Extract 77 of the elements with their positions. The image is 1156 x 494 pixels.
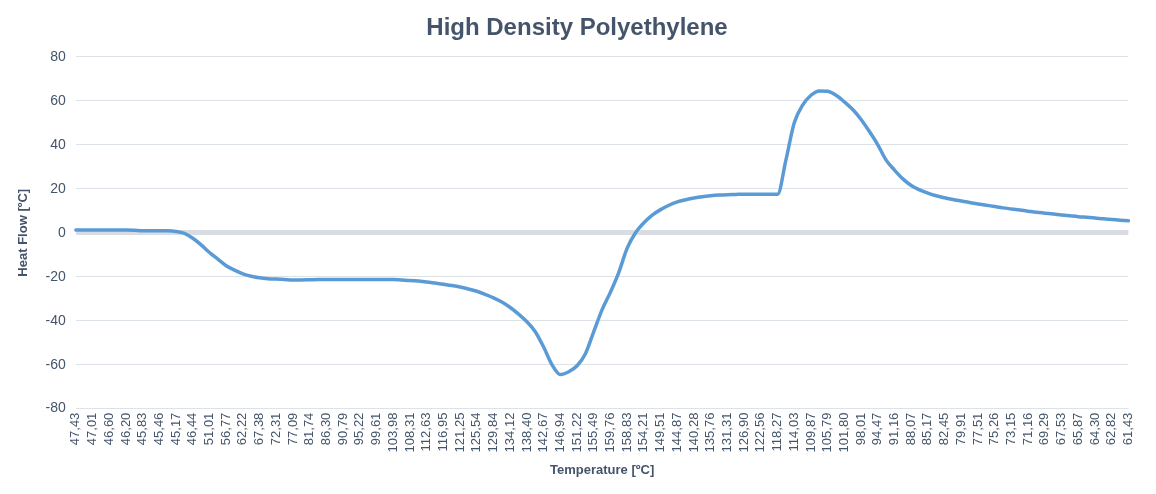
- x-tick-label: 159,76: [602, 412, 618, 453]
- x-tick-label: 81,74: [301, 412, 317, 446]
- x-tick-label: 151,22: [568, 412, 584, 453]
- y-tick-label: -20: [45, 267, 67, 284]
- x-tick-label: 47,01: [84, 412, 100, 446]
- x-tick-label: 118,27: [769, 412, 785, 452]
- y-tick-label: 40: [50, 135, 67, 152]
- x-tick-label: 46,44: [184, 412, 200, 446]
- x-tick-label: 140,28: [685, 412, 701, 453]
- x-tick-label: 45,17: [167, 412, 183, 446]
- x-tick-label: 101,80: [835, 412, 851, 453]
- y-axis-title: Heat Flow [ºC]: [15, 188, 31, 277]
- x-tick-label: 65,87: [1069, 412, 1085, 446]
- x-tick-label: 85,17: [919, 412, 935, 446]
- x-tick-label: 103,98: [384, 412, 400, 453]
- x-tick-label: 51,01: [201, 412, 217, 446]
- x-tick-label: 86,30: [318, 412, 334, 446]
- x-tick-label: 46,20: [117, 412, 133, 446]
- x-tick-label: 46,60: [100, 412, 116, 446]
- x-tick-label: 72,31: [267, 412, 283, 446]
- x-tick-label: 105,79: [819, 412, 835, 453]
- chart-title: High Density Polyethylene: [426, 13, 728, 41]
- x-tick-label: 126,90: [735, 412, 751, 453]
- y-tick-label: 60: [50, 91, 67, 108]
- x-tick-label: 149,51: [652, 412, 668, 453]
- x-tick-label: 67,53: [1053, 412, 1069, 446]
- y-tick-label: -40: [45, 311, 67, 328]
- x-tick-label: 99,61: [368, 412, 384, 446]
- x-tick-label: 69,29: [1036, 412, 1052, 446]
- x-tick-label: 90,79: [334, 412, 350, 446]
- x-tick-label: 114,03: [785, 412, 801, 452]
- x-tick-label: 77,09: [284, 412, 300, 446]
- x-tick-label: 155,49: [585, 412, 601, 453]
- x-tick-label: 73,15: [1003, 412, 1019, 446]
- x-tick-label: 56,77: [217, 412, 233, 446]
- y-tick-label: 80: [50, 47, 67, 64]
- x-tick-label: 95,22: [351, 412, 367, 446]
- x-tick-label: 82,45: [936, 412, 952, 446]
- x-tick-label: 77,51: [969, 412, 985, 446]
- x-tick-label: 121,25: [451, 412, 467, 453]
- x-tick-label: 131,31: [719, 412, 734, 453]
- x-tick-label: 75,26: [986, 412, 1002, 446]
- x-tick-label: 135,76: [702, 412, 718, 453]
- x-axis-title: Temperature [ºC]: [550, 461, 655, 477]
- x-tick-label: 62,22: [234, 412, 250, 446]
- x-tick-label: 61,43: [1119, 412, 1135, 446]
- x-tick-label: 71,16: [1019, 412, 1035, 446]
- x-tick-label: 45,83: [134, 412, 150, 446]
- x-tick-label: 88,07: [902, 412, 918, 446]
- x-tick-label: 125,54: [468, 412, 484, 453]
- x-tick-label: 64,30: [1086, 412, 1102, 446]
- x-tick-label: 146,94: [551, 412, 567, 453]
- x-tick-label: 134,12: [501, 412, 517, 453]
- x-tick-label: 116,95: [434, 412, 450, 452]
- x-tick-label: 47,43: [67, 412, 83, 446]
- x-tick-label: 62,82: [1103, 412, 1119, 446]
- x-tick-label: 112,63: [418, 412, 434, 452]
- x-tick-label: 138,40: [518, 412, 534, 453]
- x-tick-label: 94,47: [869, 412, 885, 446]
- x-tick-label: 79,91: [952, 412, 968, 446]
- x-tick-label: 109,87: [802, 412, 818, 453]
- x-tick-label: 122,56: [752, 412, 768, 453]
- x-tick-label: 129,84: [485, 412, 501, 453]
- x-tick-label: 154,21: [635, 412, 651, 453]
- x-tick-label: 108,31: [401, 412, 417, 453]
- x-tick-label: 158,83: [618, 412, 634, 453]
- x-tick-label: 144,87: [668, 412, 684, 453]
- x-tick-label: 91,16: [886, 412, 902, 446]
- x-tick-label: 98,01: [852, 412, 868, 446]
- y-tick-label: -80: [45, 399, 67, 416]
- line-series: [74, 89, 1131, 377]
- x-tick-label: 142,67: [535, 412, 551, 453]
- y-tick-label: 0: [58, 223, 67, 240]
- y-tick-label: 20: [50, 179, 67, 196]
- y-tick-label: -60: [45, 355, 67, 372]
- x-tick-label: 45,46: [150, 412, 166, 446]
- x-tick-label: 67,38: [251, 412, 267, 446]
